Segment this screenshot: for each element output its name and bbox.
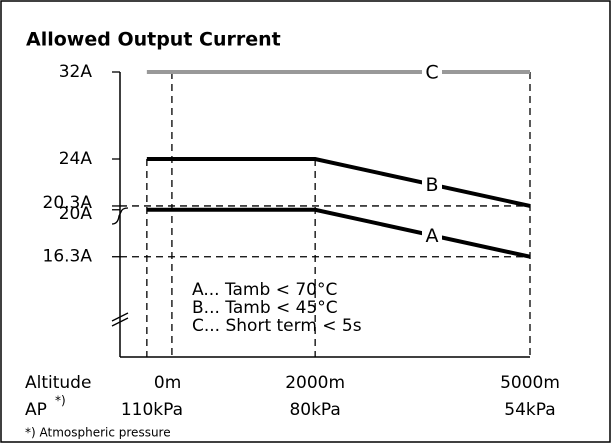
x-tick-label: 2000m: [285, 373, 345, 393]
series-label: B: [425, 174, 438, 196]
x2-tick-label: 110kPa: [121, 400, 183, 420]
x2-tick-label: 54kPa: [504, 400, 555, 420]
axis-break: [111, 207, 129, 225]
x2-tick-label: 80kPa: [289, 400, 340, 420]
series-label: C: [425, 62, 438, 84]
footnote: *) Atmospheric pressure: [25, 426, 171, 440]
annotation: A... Tamb < 70°C: [192, 280, 337, 300]
x-axis-label: Altitude: [25, 373, 91, 393]
y-tick-label: 16.3A: [43, 247, 93, 267]
y-tick-label: 24A: [59, 149, 93, 169]
y-tick-label: 20.3A: [43, 193, 93, 213]
series-line: [146, 157, 531, 208]
x-tick-label: 5000m: [500, 373, 560, 393]
x2-axis-label: AP: [25, 400, 47, 420]
annotation: C... Short term < 5s: [192, 316, 362, 336]
chart-title: Allowed Output Current: [26, 29, 281, 51]
x-tick-label: 0m: [154, 373, 181, 393]
y-tick-label: 20A: [59, 204, 93, 224]
annotation: B... Tamb < 45°C: [192, 298, 338, 318]
series-label: A: [426, 225, 439, 247]
axis-break: [111, 312, 129, 327]
series-label-bg: [422, 174, 442, 195]
series-label-bg: [422, 62, 442, 82]
series-line: [146, 207, 531, 259]
y-tick-label: 32A: [59, 62, 93, 82]
x2-axis-label-mark: *): [55, 394, 66, 408]
series-label-bg: [422, 225, 442, 246]
